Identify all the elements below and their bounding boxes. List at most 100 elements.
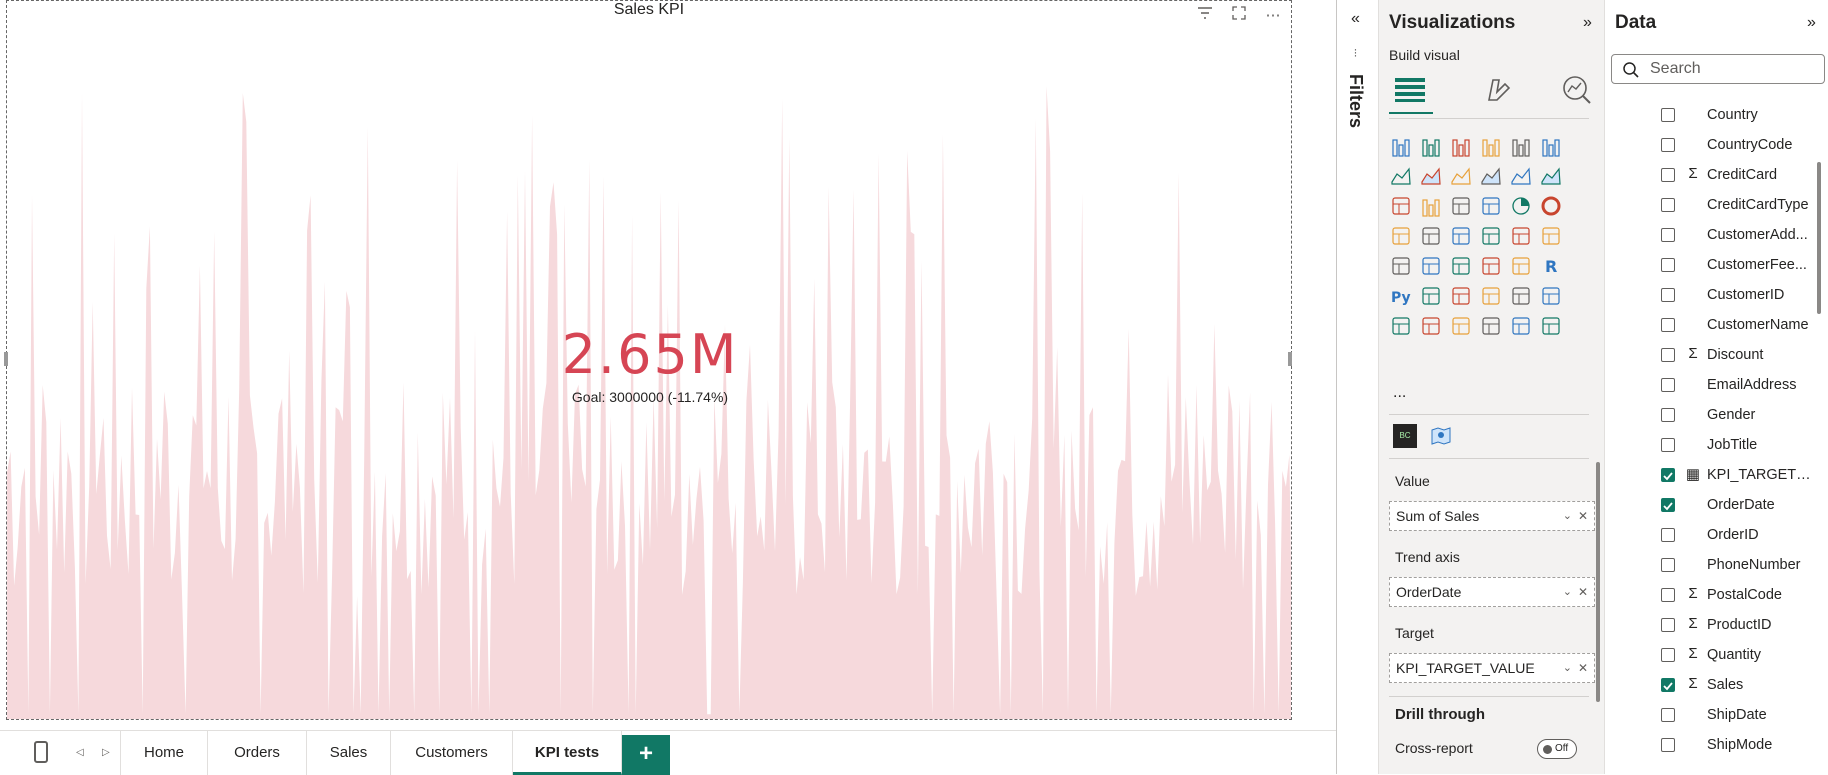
filters-label[interactable]: Filters [1346,74,1366,129]
tab-scroll-right-icon[interactable]: ▷ [102,747,110,758]
kpi-visual[interactable]: Sales KPI ⋯ 2.65M ! Goal: 3000000 (-11.7… [6,0,1292,720]
apps-icon[interactable] [1509,314,1537,342]
tab-home[interactable]: Home [120,731,208,775]
filled-map-icon[interactable] [1449,224,1477,252]
gauge-icon[interactable] [1509,224,1537,252]
collapse-right-icon[interactable]: » [1807,14,1816,31]
100-bar-icon[interactable] [1509,134,1537,162]
chevron-down-icon[interactable]: ⌄ [1562,510,1572,522]
field-item[interactable]: CustomerAdd... [1605,220,1825,250]
remove-field-icon[interactable]: ✕ [1577,585,1588,599]
more-options-icon[interactable]: ⋯ [1265,7,1281,24]
decomposition-tree-icon[interactable] [1449,284,1477,312]
expand-left-icon[interactable]: « [1351,10,1360,27]
field-checkbox[interactable] [1661,348,1675,362]
add-page-button[interactable]: + [622,735,670,775]
line-column-icon[interactable] [1509,164,1537,192]
tab-orders[interactable]: Orders [208,731,307,775]
stacked-column-icon[interactable] [1419,134,1447,162]
stacked-area-icon[interactable] [1449,164,1477,192]
field-item[interactable]: Σ Quantity [1605,640,1825,670]
field-checkbox[interactable] [1661,708,1675,722]
field-checkbox[interactable] [1661,558,1675,572]
field-checkbox[interactable] [1661,498,1675,512]
100-column-icon[interactable] [1539,134,1567,162]
more-visuals-icon[interactable]: ... [1393,384,1407,401]
format-visual-icon[interactable] [1479,70,1517,108]
field-checkbox[interactable] [1661,378,1675,392]
field-item[interactable]: CountryCode [1605,130,1825,160]
field-checkbox[interactable] [1661,258,1675,272]
field-item[interactable]: ShipDate [1605,700,1825,730]
table-icon[interactable] [1479,254,1507,282]
field-checkbox[interactable] [1661,468,1675,482]
tab-sales[interactable]: Sales [307,731,391,775]
field-item[interactable]: OrderDate [1605,490,1825,520]
field-item[interactable]: Gender [1605,400,1825,430]
tab-customers[interactable]: Customers [391,731,513,775]
field-item[interactable]: CreditCardType [1605,190,1825,220]
field-checkbox[interactable] [1661,648,1675,662]
search-box[interactable] [1611,54,1825,84]
power-automate-icon[interactable] [1479,314,1507,342]
field-checkbox[interactable] [1661,738,1675,752]
field-item[interactable]: OrderID [1605,520,1825,550]
target-field-well[interactable]: KPI_TARGET_VALUE ⌄ ✕ [1389,653,1595,683]
r-visual-icon[interactable]: R [1539,254,1567,282]
map-icon[interactable] [1419,224,1447,252]
goals-icon[interactable] [1539,284,1567,312]
analytics-icon[interactable] [1557,70,1595,108]
funnel-icon[interactable] [1449,194,1477,222]
pie-icon[interactable] [1509,194,1537,222]
area-chart-icon[interactable] [1419,164,1447,192]
resize-handle-left[interactable] [4,352,8,366]
field-item[interactable]: CustomerName [1605,310,1825,340]
power-apps-icon[interactable] [1449,314,1477,342]
azure-map-icon[interactable] [1429,424,1453,448]
line-chart-icon[interactable] [1389,164,1417,192]
resize-handle-right[interactable] [1288,352,1292,366]
field-checkbox[interactable] [1661,528,1675,542]
field-item[interactable]: ▦ KPI_TARGET_V... [1605,460,1825,490]
line-clustered-icon[interactable] [1539,164,1567,192]
focus-mode-icon[interactable] [1227,5,1251,27]
field-checkbox[interactable] [1661,588,1675,602]
field-item[interactable]: JobTitle [1605,430,1825,460]
custom-visual-icon[interactable]: BC [1393,424,1417,448]
field-item[interactable]: Σ ProductID [1605,610,1825,640]
remove-field-icon[interactable]: ✕ [1577,661,1588,675]
visualizations-scrollbar[interactable] [1596,462,1600,702]
tab-scroll-left-icon[interactable]: ◁ [76,747,84,758]
field-checkbox[interactable] [1661,138,1675,152]
search-input[interactable] [1648,59,1818,79]
field-checkbox[interactable] [1661,288,1675,302]
filters-pane-collapsed[interactable]: « ⫶ Filters [1336,0,1378,774]
chevron-down-icon[interactable]: ⌄ [1562,662,1572,674]
scatter-icon[interactable] [1479,194,1507,222]
collapse-right-icon[interactable]: » [1583,14,1592,31]
filter-icon[interactable] [1193,5,1217,27]
python-visual-icon[interactable]: Py [1389,284,1417,312]
treemap-icon[interactable] [1389,224,1417,252]
key-influencers-icon[interactable] [1419,284,1447,312]
waterfall-icon[interactable] [1419,194,1447,222]
remove-field-icon[interactable]: ✕ [1577,509,1588,523]
field-item[interactable]: Σ Discount [1605,340,1825,370]
matrix-icon[interactable] [1509,254,1537,282]
clustered-bar-icon[interactable] [1449,134,1477,162]
qa-icon[interactable] [1479,284,1507,312]
field-item[interactable]: EmailAddress [1605,370,1825,400]
mobile-layout-icon[interactable] [34,741,48,763]
field-item[interactable]: Country [1605,100,1825,130]
narrative-icon[interactable] [1509,284,1537,312]
data-scrollbar[interactable] [1817,162,1821,314]
multi-card-icon[interactable] [1389,254,1417,282]
build-visual-icon[interactable] [1391,70,1429,108]
cross-report-toggle[interactable]: Off [1537,739,1577,759]
clustered-column-icon[interactable] [1479,134,1507,162]
field-item[interactable]: Σ CreditCard [1605,160,1825,190]
value-field-well[interactable]: Sum of Sales ⌄ ✕ [1389,501,1595,531]
chevron-down-icon[interactable]: ⌄ [1562,586,1572,598]
field-checkbox[interactable] [1661,408,1675,422]
field-checkbox[interactable] [1661,228,1675,242]
